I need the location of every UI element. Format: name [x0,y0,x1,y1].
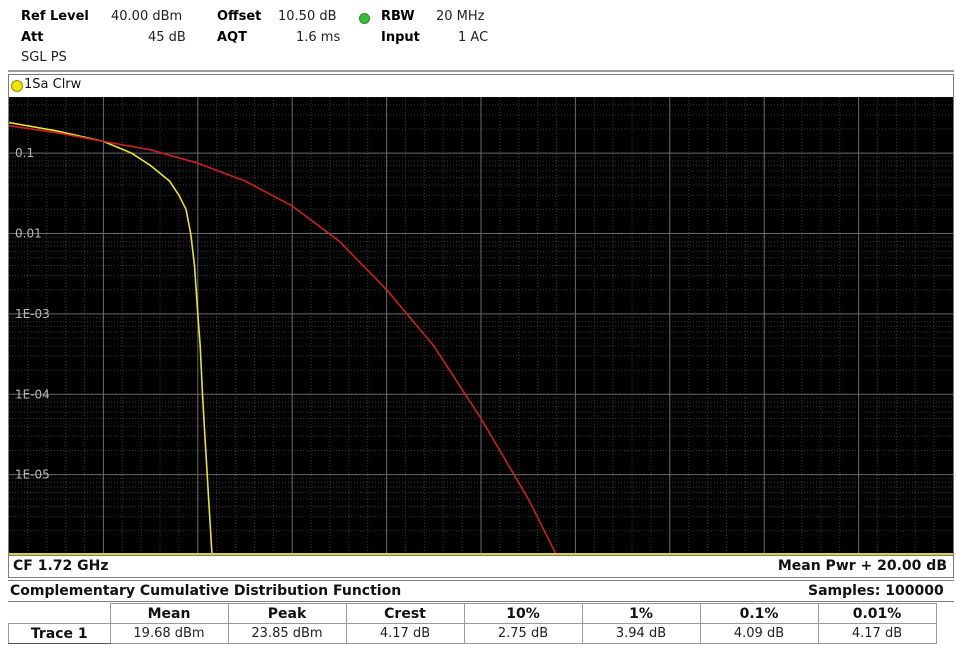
rbw-label: RBW [381,9,415,24]
y-tick-label: 0.1 [15,146,34,160]
table-row: Trace 1 19.68 dBm 23.85 dBm 4.17 dB 2.75… [8,623,937,644]
att-label: Att [21,30,44,45]
peak-value: 23.85 dBm [227,623,347,644]
rbw-value[interactable]: 20 MHz [436,9,485,24]
y-tick-label: 1E-04 [15,387,50,401]
y-tick-label: 1E-03 [15,307,50,321]
diagram-window[interactable]: 1Sa Clrw 0.1 0.01 1E-03 1E-04 1E-05 CF 1.72 … [8,74,954,578]
series-line-1 [9,121,213,555]
status-indicator-icon [359,13,370,24]
input-value[interactable]: 1 AC [458,30,489,45]
mean-power: Mean Pwr + 20.00 dB [777,558,947,574]
samples-count: Samples: 100000 [808,583,944,599]
col-0-1pct: 0.1% [699,603,819,624]
ccdf-title-bar: Complementary Cumulative Distribution Fu… [8,580,954,602]
aqt-label: AQT [217,30,247,45]
trace-row-label: Trace 1 [8,623,111,644]
col-crest: Crest [345,603,465,624]
offset-label: Offset [217,9,262,24]
table-header-row: Mean Peak Crest 10% 1% 0.1% 0.01% [9,603,937,624]
offset-value[interactable]: 10.50 dB [278,9,337,24]
crest-value: 4.17 dB [345,623,465,644]
p0-01-value: 4.17 dB [817,623,937,644]
series-line-2 [9,124,558,555]
ccdf-title: Complementary Cumulative Distribution Fu… [10,583,402,599]
p0-1-value: 4.09 dB [699,623,819,644]
ccdf-results-panel: Complementary Cumulative Distribution Fu… [8,580,954,650]
sweep-mode: SGL PS [21,50,67,65]
ref-level-value[interactable]: 40.00 dBm [111,9,183,24]
ccdf-plot[interactable]: 0.1 0.01 1E-03 1E-04 1E-05 [9,97,953,555]
aqt-value[interactable]: 1.6 ms [296,30,341,45]
window-footer: CF 1.72 GHz Mean Pwr + 20.00 dB [9,555,953,578]
ccdf-results-table: Mean Peak Crest 10% 1% 0.1% 0.01% Trace … [8,603,937,644]
y-tick-label: 0.01 [15,227,42,241]
col-0-01pct: 0.01% [817,603,937,624]
col-10pct: 10% [463,603,583,624]
col-1pct: 1% [581,603,701,624]
att-value[interactable]: 45 dB [148,30,186,45]
p10-value: 2.75 dB [463,623,583,644]
col-mean: Mean [109,603,229,624]
divider [8,70,954,76]
trace-color-icon [11,80,23,92]
col-peak: Peak [227,603,347,624]
y-tick-label: 1E-05 [15,468,50,482]
ref-level-label: Ref Level [21,9,89,24]
input-label: Input [381,30,420,45]
mean-value: 19.68 dBm [109,623,229,644]
center-frequency: CF 1.72 GHz [13,558,109,574]
settings-panel: Ref Level 40.00 dBm Offset 10.50 dB RBW … [0,0,956,70]
p1-value: 3.94 dB [581,623,701,644]
trace-label: 1Sa Clrw [24,77,82,92]
window-title-bar: 1Sa Clrw [9,75,953,97]
